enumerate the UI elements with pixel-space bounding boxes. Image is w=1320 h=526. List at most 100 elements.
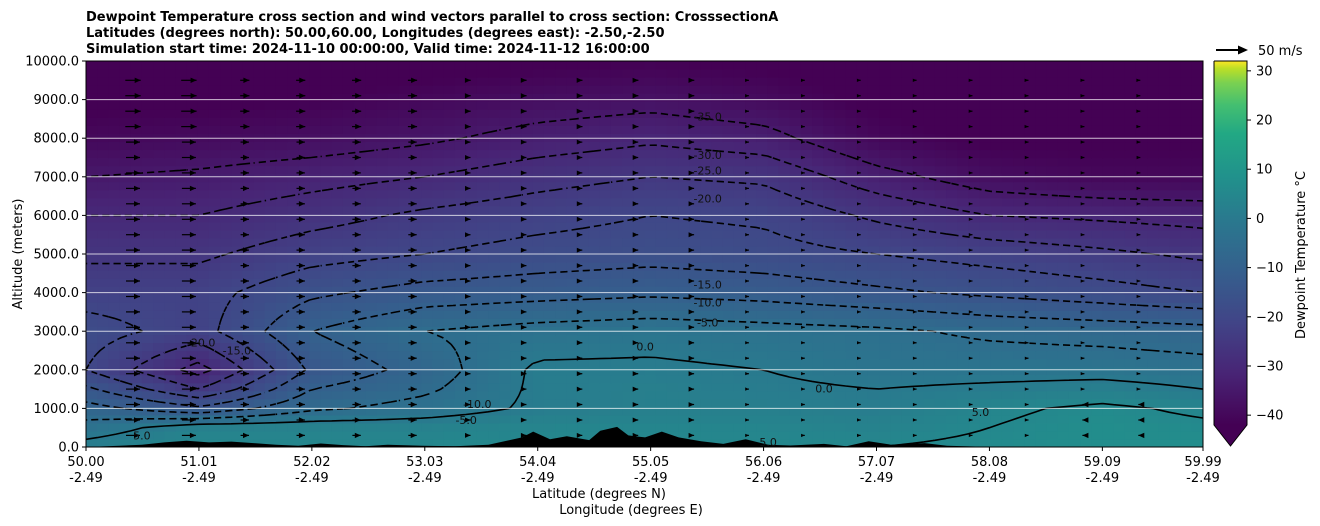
heatmap-cell [1024,366,1037,376]
heatmap-cell [566,157,579,167]
heatmap-cell [1169,382,1182,392]
heatmap-cell [745,93,757,102]
heatmap-cell [320,342,333,352]
heatmap-cell [867,262,880,271]
heatmap-cell [1013,350,1025,360]
heatmap-cell [153,205,165,215]
heatmap-cell [599,406,612,416]
heatmap-cell [890,189,903,199]
heatmap-cell [342,117,355,126]
heatmap-cell [700,245,713,255]
heatmap-cell [934,101,947,110]
heatmap-cell [778,302,791,311]
heatmap-cell [722,245,735,255]
heatmap-cell [599,181,612,191]
heatmap-cell [443,157,456,167]
heatmap-cell [186,318,199,327]
heatmap-cell [197,237,210,247]
heatmap-cell [577,221,590,231]
heatmap-cell [476,422,489,432]
heatmap-cell [588,334,601,344]
heatmap-cell [890,173,903,183]
heatmap-cell [543,406,556,416]
heatmap-cell [499,262,512,271]
heatmap-cell [320,85,333,94]
heatmap-cell [130,61,143,70]
heatmap-cell [175,93,188,102]
wind-arrow-head [576,402,583,407]
heatmap-cell [376,342,389,352]
heatmap-cell [778,165,791,175]
heatmap-cell [979,438,992,447]
heatmap-cell [1102,125,1115,134]
heatmap-cell [275,254,288,263]
heatmap-cell [1124,374,1137,384]
heatmap-cell [398,278,411,287]
heatmap-cell [521,286,534,295]
heatmap-cell [756,406,768,416]
heatmap-cell [465,221,478,231]
heatmap-cell [465,302,478,311]
heatmap-cell [186,374,199,384]
heatmap-cell [1124,358,1137,368]
heatmap-cell [253,109,266,118]
heatmap-cell [242,125,255,134]
heatmap-cell [153,61,165,70]
heatmap-cell [365,77,378,86]
heatmap-cell [1024,125,1037,134]
heatmap-cell [1191,213,1203,223]
heatmap-cell [867,286,880,295]
heatmap-cell [342,398,355,408]
heatmap-cell [1147,350,1159,360]
heatmap-cell [1091,165,1104,175]
heatmap-cell [197,310,210,319]
heatmap-cell [298,270,310,279]
heatmap-cell [141,213,154,223]
heatmap-cell [599,245,612,255]
heatmap-cell [465,61,478,70]
heatmap-cell [990,382,1003,392]
heatmap-cell [990,374,1003,384]
heatmap-cell [1068,157,1081,167]
heatmap-cell [1024,181,1037,191]
heatmap-cell [86,358,98,368]
heatmap-cell [979,302,992,311]
heatmap-cell [421,366,433,376]
heatmap-cell [298,77,310,86]
heatmap-cell [733,141,746,151]
heatmap-cell [186,173,199,183]
heatmap-cell [1068,430,1081,440]
heatmap-cell [756,109,768,118]
heatmap-cell [1057,406,1070,416]
heatmap-cell [1068,229,1081,239]
heatmap-cell [153,197,165,207]
heatmap-cell [220,141,232,151]
heatmap-cell [342,414,355,424]
heatmap-cell [331,382,344,392]
heatmap-cell [488,438,500,447]
heatmap-cell [1057,197,1070,207]
heatmap-cell [901,374,914,384]
heatmap-cell [990,213,1003,223]
heatmap-cell [1180,270,1193,279]
heatmap-cell [1113,221,1126,231]
heatmap-cell [655,294,668,303]
heatmap-cell [532,125,545,134]
heatmap-cell [1046,310,1059,319]
heatmap-cell [1024,262,1037,271]
heatmap-cell [946,382,958,392]
heatmap-cell [711,181,724,191]
heatmap-cell [968,229,981,239]
heatmap-cell [1057,310,1070,319]
heatmap-cell [800,430,813,440]
wind-arrow-head [912,402,917,407]
heatmap-cell [700,61,713,70]
heatmap-cell [1169,438,1182,447]
heatmap-cell [309,101,322,110]
heatmap-cell [1124,366,1137,376]
heatmap-cell [298,181,310,191]
heatmap-cell [1147,366,1159,376]
heatmap-cell [309,229,322,239]
heatmap-cell [1080,438,1092,447]
heatmap-cell [532,366,545,376]
